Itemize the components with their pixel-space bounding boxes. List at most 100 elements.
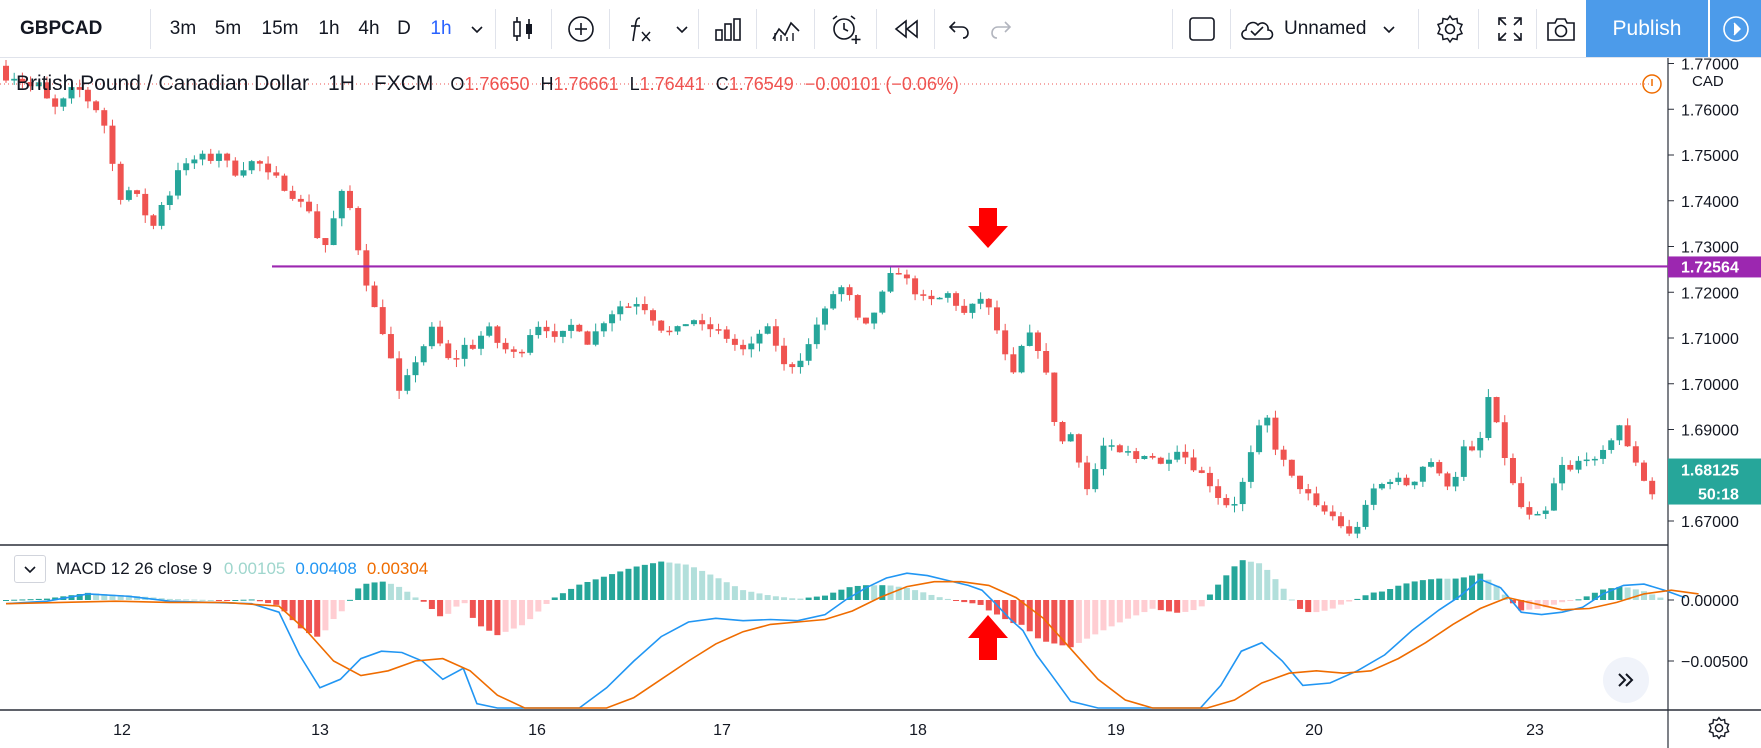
histogram-bar bbox=[371, 582, 378, 600]
fx-icon[interactable] bbox=[622, 0, 658, 57]
histogram-bar bbox=[1362, 595, 1369, 600]
scroll-to-realtime-button[interactable] bbox=[1603, 657, 1649, 703]
histogram-bar bbox=[1387, 589, 1394, 600]
candle-body bbox=[478, 335, 485, 349]
macd-line bbox=[5, 572, 1686, 709]
candle bbox=[1133, 447, 1140, 464]
candle bbox=[174, 162, 181, 200]
publish-menu-button[interactable] bbox=[1710, 0, 1761, 57]
price-axis[interactable]: 1.77000 1.76000 1.75000 1.74000 1.73000 1.720… bbox=[0, 58, 1761, 748]
candle bbox=[682, 324, 689, 327]
interval-5m[interactable]: 5m bbox=[214, 17, 242, 39]
candle bbox=[363, 243, 370, 292]
templates-icon[interactable] bbox=[708, 0, 748, 57]
price-tick-label: 1.70000 bbox=[1681, 377, 1739, 394]
candle-body bbox=[690, 320, 697, 325]
macd-histogram-value: 0.00105 bbox=[223, 559, 286, 578]
candle bbox=[52, 94, 59, 115]
candle bbox=[1362, 500, 1369, 530]
histogram-bar bbox=[387, 583, 394, 600]
toolbar-divider bbox=[756, 9, 757, 49]
candle-body bbox=[1419, 466, 1426, 482]
histogram-bar bbox=[928, 594, 935, 600]
chart-area[interactable]: 1.77000 1.76000 1.75000 1.74000 1.73000 1.720… bbox=[0, 58, 1761, 748]
interval-d[interactable]: D bbox=[397, 17, 411, 39]
candle bbox=[297, 194, 304, 208]
candle-body bbox=[559, 330, 566, 337]
settings-icon[interactable] bbox=[1424, 0, 1476, 57]
interval-4h[interactable]: 4h bbox=[358, 17, 380, 39]
candle-body bbox=[19, 78, 26, 83]
histogram-bar bbox=[723, 582, 730, 600]
candle-body bbox=[502, 342, 509, 350]
candle-body bbox=[371, 285, 378, 308]
candle bbox=[887, 267, 894, 294]
chevron-right-icon bbox=[1721, 14, 1751, 44]
candle-body bbox=[666, 330, 673, 333]
candle bbox=[1165, 452, 1172, 471]
interval-1h[interactable]: 1h bbox=[318, 17, 340, 39]
histogram-bar bbox=[977, 600, 984, 605]
histogram-bar bbox=[1002, 600, 1009, 620]
interval-3m[interactable]: 3m bbox=[169, 17, 197, 39]
layout-name-button[interactable]: Unnamed bbox=[1238, 0, 1416, 57]
histogram-bar bbox=[1026, 600, 1033, 632]
histogram-bar bbox=[772, 596, 779, 600]
candle bbox=[273, 166, 280, 178]
chart-canvas[interactable]: 1.77000 1.76000 1.75000 1.74000 1.73000 1.720… bbox=[0, 58, 1761, 748]
candle-body bbox=[273, 172, 280, 176]
candle-body bbox=[1125, 451, 1132, 453]
candle-body bbox=[1002, 330, 1009, 355]
candle-body bbox=[1346, 526, 1353, 534]
candle-body bbox=[396, 358, 403, 391]
candle-body bbox=[1452, 476, 1459, 487]
candle-body bbox=[158, 204, 165, 226]
candles-icon[interactable] bbox=[505, 0, 541, 57]
collapse-button[interactable] bbox=[14, 555, 46, 583]
histogram-bar bbox=[1018, 600, 1025, 625]
alert-marker-icon[interactable] bbox=[1642, 74, 1662, 94]
candle bbox=[781, 337, 788, 371]
candle bbox=[977, 292, 984, 310]
alert-icon[interactable] bbox=[824, 0, 868, 57]
symbol-search-button[interactable]: GBPCAD bbox=[20, 17, 103, 39]
candle bbox=[1313, 486, 1320, 507]
compare-icon[interactable] bbox=[766, 0, 806, 57]
histogram-bar bbox=[1100, 600, 1107, 631]
candle-body bbox=[134, 190, 141, 194]
time-axis[interactable]: 12 13 16 17 18 19 20 23 bbox=[113, 722, 1544, 739]
time-axis-label: 16 bbox=[528, 722, 546, 739]
interval-active[interactable]: 1h bbox=[430, 17, 452, 39]
candle-body bbox=[1297, 475, 1304, 490]
publish-button[interactable]: Publish bbox=[1586, 0, 1708, 57]
horizontal-line[interactable]: 1.72564 1.68125 50:18 bbox=[0, 74, 1761, 505]
candle bbox=[895, 267, 902, 275]
candle bbox=[789, 362, 796, 374]
undo-icon[interactable] bbox=[944, 0, 974, 57]
candle bbox=[666, 326, 673, 336]
histogram-bar bbox=[1239, 560, 1246, 600]
time-axis-label: 20 bbox=[1305, 722, 1323, 739]
candle bbox=[690, 319, 697, 327]
interval-dropdown-icon[interactable] bbox=[464, 0, 490, 57]
histogram-bar bbox=[993, 600, 1000, 615]
camera-icon[interactable] bbox=[1540, 0, 1582, 57]
chevron-down-icon[interactable] bbox=[670, 0, 694, 57]
chart-settings-button[interactable] bbox=[1702, 711, 1736, 745]
candle bbox=[183, 158, 190, 176]
histogram-bar bbox=[1411, 581, 1418, 600]
candle-body bbox=[1354, 526, 1361, 534]
add-indicator-icon[interactable] bbox=[563, 0, 599, 57]
histogram-bar bbox=[346, 599, 353, 601]
replay-icon[interactable] bbox=[886, 0, 926, 57]
fullscreen-icon[interactable] bbox=[1484, 0, 1536, 57]
candle-body bbox=[93, 101, 100, 111]
histogram-bar bbox=[1337, 600, 1344, 605]
histogram-bar bbox=[1182, 600, 1189, 612]
histogram-bar bbox=[715, 578, 722, 600]
candle-body bbox=[1084, 462, 1091, 490]
candle bbox=[314, 203, 321, 240]
histogram-bar bbox=[592, 579, 599, 600]
interval-15m[interactable]: 15m bbox=[261, 17, 299, 39]
layout-icon[interactable] bbox=[1182, 0, 1222, 57]
